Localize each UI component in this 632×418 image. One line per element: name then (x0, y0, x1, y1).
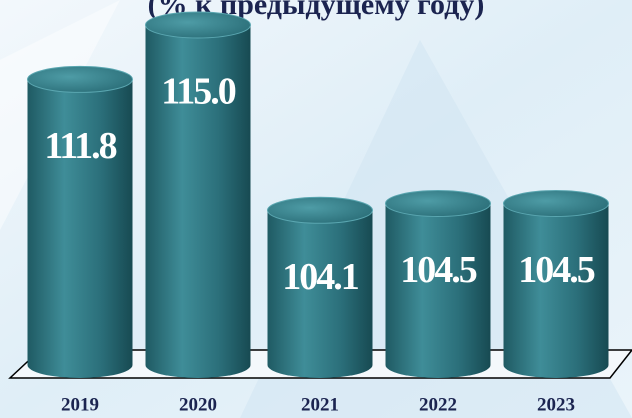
bar (145, 25, 251, 378)
x-tick-label: 2021 (301, 394, 339, 415)
bar-top (267, 196, 373, 224)
x-tick-label: 2023 (537, 394, 575, 415)
bar (503, 203, 609, 378)
bar (267, 210, 373, 378)
x-tick-label: 2022 (419, 394, 457, 415)
value-label: 104.5 (400, 249, 477, 291)
bar-top (503, 190, 609, 217)
bar (385, 203, 491, 378)
value-label: 104.1 (282, 256, 359, 298)
bar (27, 79, 133, 379)
value-label: 115.0 (161, 71, 235, 113)
x-tick-label: 2019 (61, 394, 99, 415)
x-tick-label: 2020 (179, 394, 217, 415)
value-label: 111.8 (44, 125, 116, 167)
bar-top (385, 190, 491, 217)
value-label: 104.5 (518, 249, 595, 291)
bar-top (27, 65, 133, 93)
bar-top (145, 11, 251, 39)
